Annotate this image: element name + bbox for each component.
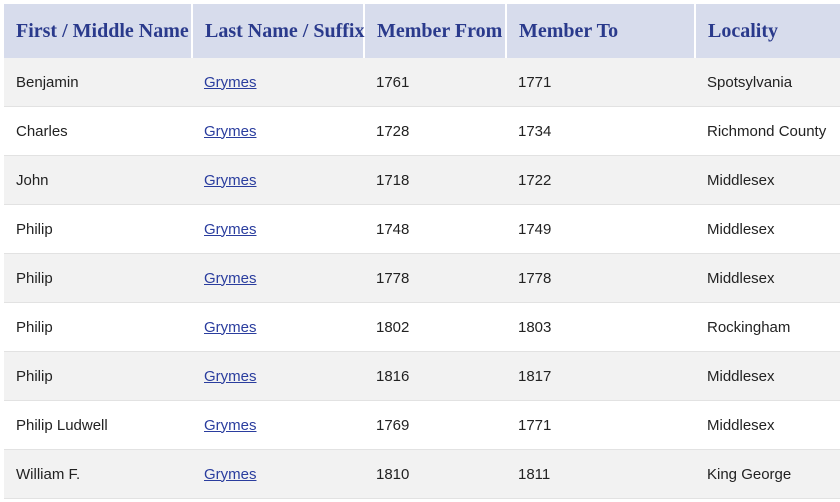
- members-table: First / Middle Name Last Name / Suffix M…: [4, 4, 840, 499]
- cell-last-name: Grymes: [192, 155, 364, 205]
- cell-member-to: 1817: [506, 351, 695, 401]
- last-name-link[interactable]: Grymes: [204, 171, 257, 189]
- header-locality[interactable]: Locality: [695, 4, 840, 58]
- cell-first-name: Philip: [4, 351, 192, 401]
- cell-locality: Middlesex: [695, 253, 840, 303]
- cell-member-to: 1749: [506, 204, 695, 254]
- cell-last-name: Grymes: [192, 351, 364, 401]
- header-first-name[interactable]: First / Middle Name: [4, 4, 193, 58]
- cell-member-from: 1761: [364, 58, 506, 107]
- cell-first-name: Charles: [4, 106, 192, 156]
- last-name-link[interactable]: Grymes: [204, 220, 257, 238]
- cell-last-name: Grymes: [192, 302, 364, 352]
- header-last-name[interactable]: Last Name / Suffix: [192, 4, 365, 58]
- table-row: Charles Grymes 1728 1734 Richmond County: [4, 106, 840, 156]
- table-row: William F. Grymes 1810 1811 King George: [4, 449, 840, 499]
- cell-first-name: William F.: [4, 449, 192, 499]
- cell-last-name: Grymes: [192, 400, 364, 450]
- cell-member-to: 1811: [506, 449, 695, 499]
- header-member-from[interactable]: Member From: [364, 4, 507, 58]
- cell-member-to: 1722: [506, 155, 695, 205]
- cell-member-to: 1771: [506, 400, 695, 450]
- table-row: Philip Grymes 1816 1817 Middlesex: [4, 351, 840, 401]
- cell-member-from: 1778: [364, 253, 506, 303]
- table-row: Philip Ludwell Grymes 1769 1771 Middlesex: [4, 400, 840, 450]
- cell-locality: Middlesex: [695, 204, 840, 254]
- cell-member-from: 1816: [364, 351, 506, 401]
- cell-member-from: 1748: [364, 204, 506, 254]
- last-name-link[interactable]: Grymes: [204, 465, 257, 483]
- cell-locality: Middlesex: [695, 400, 840, 450]
- header-row: First / Middle Name Last Name / Suffix M…: [4, 4, 840, 58]
- cell-locality: Rockingham: [695, 302, 840, 352]
- cell-first-name: John: [4, 155, 192, 205]
- cell-last-name: Grymes: [192, 106, 364, 156]
- last-name-link[interactable]: Grymes: [204, 269, 257, 287]
- table-row: Philip Grymes 1748 1749 Middlesex: [4, 204, 840, 254]
- cell-locality: Middlesex: [695, 155, 840, 205]
- last-name-link[interactable]: Grymes: [204, 73, 257, 91]
- cell-locality: Richmond County: [695, 106, 840, 156]
- cell-first-name: Philip: [4, 302, 192, 352]
- cell-first-name: Philip: [4, 204, 192, 254]
- last-name-link[interactable]: Grymes: [204, 416, 257, 434]
- cell-locality: Middlesex: [695, 351, 840, 401]
- cell-member-from: 1810: [364, 449, 506, 499]
- cell-member-to: 1778: [506, 253, 695, 303]
- table-row: John Grymes 1718 1722 Middlesex: [4, 155, 840, 205]
- cell-locality: Spotsylvania: [695, 58, 840, 107]
- table-row: Philip Grymes 1778 1778 Middlesex: [4, 253, 840, 303]
- cell-member-from: 1728: [364, 106, 506, 156]
- last-name-link[interactable]: Grymes: [204, 122, 257, 140]
- last-name-link[interactable]: Grymes: [204, 367, 257, 385]
- cell-last-name: Grymes: [192, 449, 364, 499]
- cell-member-from: 1802: [364, 302, 506, 352]
- cell-member-from: 1769: [364, 400, 506, 450]
- header-member-to[interactable]: Member To: [506, 4, 696, 58]
- cell-first-name: Benjamin: [4, 58, 192, 107]
- cell-last-name: Grymes: [192, 204, 364, 254]
- table-row: Philip Grymes 1802 1803 Rockingham: [4, 302, 840, 352]
- cell-last-name: Grymes: [192, 58, 364, 107]
- table-row: Benjamin Grymes 1761 1771 Spotsylvania: [4, 58, 840, 107]
- last-name-link[interactable]: Grymes: [204, 318, 257, 336]
- cell-member-to: 1803: [506, 302, 695, 352]
- cell-last-name: Grymes: [192, 253, 364, 303]
- cell-first-name: Philip Ludwell: [4, 400, 192, 450]
- cell-first-name: Philip: [4, 253, 192, 303]
- table-body: Benjamin Grymes 1761 1771 Spotsylvania Charle…: [4, 58, 840, 499]
- cell-member-from: 1718: [364, 155, 506, 205]
- cell-member-to: 1771: [506, 58, 695, 107]
- cell-member-to: 1734: [506, 106, 695, 156]
- cell-locality: King George: [695, 449, 840, 499]
